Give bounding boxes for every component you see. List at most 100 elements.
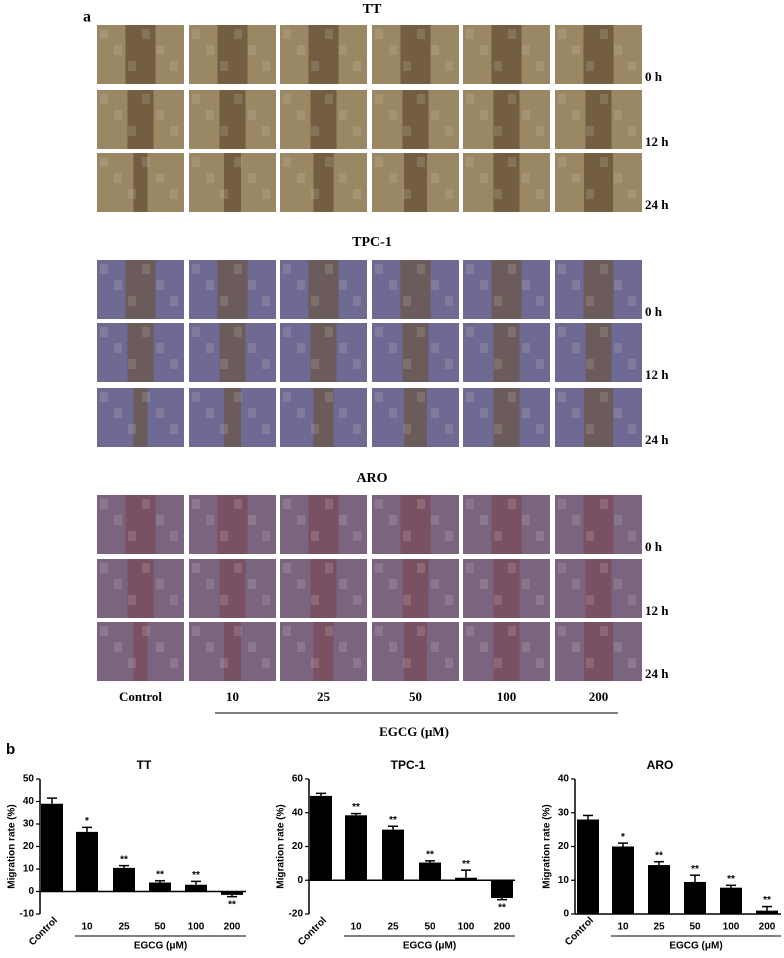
bar bbox=[185, 884, 207, 892]
cell-texture bbox=[600, 327, 608, 337]
cell-texture bbox=[614, 343, 622, 353]
time-label: 24 h bbox=[645, 432, 669, 447]
cell-texture bbox=[311, 61, 319, 71]
cell-texture bbox=[248, 642, 256, 652]
cell-texture bbox=[417, 327, 425, 337]
wound-area bbox=[585, 90, 612, 149]
cell-texture bbox=[262, 296, 270, 306]
wound-area bbox=[491, 260, 522, 319]
cell-texture bbox=[248, 280, 256, 290]
cell-texture bbox=[445, 531, 453, 541]
cell-texture bbox=[558, 264, 566, 274]
cell-texture bbox=[431, 45, 439, 55]
time-label: 0 h bbox=[645, 69, 663, 84]
cell-texture bbox=[170, 359, 178, 369]
y-tick-label: 10 bbox=[23, 864, 35, 875]
x-tick-label: 25 bbox=[387, 922, 399, 933]
cell-texture bbox=[100, 264, 108, 274]
cell-texture bbox=[156, 45, 164, 55]
wound-area bbox=[400, 495, 431, 554]
wound-area bbox=[224, 622, 241, 681]
x-tick-label: 200 bbox=[759, 922, 776, 933]
cell-texture bbox=[353, 296, 361, 306]
cell-texture bbox=[508, 29, 516, 39]
wound-area bbox=[491, 495, 522, 554]
cell-texture bbox=[508, 392, 516, 402]
cell-texture bbox=[234, 157, 242, 167]
cell-texture bbox=[628, 189, 636, 199]
cell-texture bbox=[600, 157, 608, 167]
cell-texture bbox=[353, 359, 361, 369]
wound-area bbox=[404, 622, 427, 681]
bar bbox=[345, 815, 367, 881]
significance-label: ** bbox=[426, 849, 434, 860]
cell-texture bbox=[297, 408, 305, 418]
column-label: 100 bbox=[497, 689, 517, 704]
cell-texture bbox=[417, 264, 425, 274]
cell-texture bbox=[220, 126, 228, 136]
cell-texture bbox=[297, 515, 305, 525]
cell-texture bbox=[170, 126, 178, 136]
wound-area bbox=[493, 90, 520, 149]
group-title: TT bbox=[363, 2, 382, 17]
cell-texture bbox=[234, 499, 242, 509]
cell-texture bbox=[375, 264, 383, 274]
cell-texture bbox=[156, 515, 164, 525]
x-tick-label: Control bbox=[296, 915, 329, 948]
cell-texture bbox=[417, 626, 425, 636]
cell-texture bbox=[508, 264, 516, 274]
cell-texture bbox=[248, 45, 256, 55]
cell-texture bbox=[283, 563, 291, 573]
cell-texture bbox=[220, 189, 228, 199]
wound-area bbox=[402, 323, 429, 382]
x-tick-label: 100 bbox=[723, 922, 740, 933]
cell-texture bbox=[339, 642, 347, 652]
cell-texture bbox=[586, 296, 594, 306]
wound-area bbox=[493, 323, 520, 382]
cell-texture bbox=[614, 408, 622, 418]
cell-texture bbox=[445, 296, 453, 306]
cell-texture bbox=[283, 157, 291, 167]
cell-texture bbox=[403, 126, 411, 136]
cell-texture bbox=[353, 658, 361, 668]
cell-texture bbox=[445, 595, 453, 605]
cell-texture bbox=[142, 94, 150, 104]
cell-texture bbox=[283, 29, 291, 39]
cell-texture bbox=[389, 343, 397, 353]
cell-texture bbox=[325, 392, 333, 402]
cell-texture bbox=[389, 45, 397, 55]
cell-texture bbox=[466, 327, 474, 337]
cell-texture bbox=[614, 173, 622, 183]
cell-texture bbox=[445, 424, 453, 434]
wound-area bbox=[493, 622, 520, 681]
cell-texture bbox=[325, 626, 333, 636]
cell-texture bbox=[142, 264, 150, 274]
cell-texture bbox=[572, 642, 580, 652]
cell-texture bbox=[262, 658, 270, 668]
cell-texture bbox=[586, 61, 594, 71]
cell-texture bbox=[600, 626, 608, 636]
cell-texture bbox=[220, 658, 228, 668]
cell-texture bbox=[445, 658, 453, 668]
cell-texture bbox=[192, 94, 200, 104]
cell-texture bbox=[522, 642, 530, 652]
cell-texture bbox=[572, 45, 580, 55]
wound-area bbox=[400, 260, 431, 319]
y-axis-title: Migration rate (%) bbox=[276, 804, 287, 888]
y-tick-label: 20 bbox=[558, 841, 570, 852]
cell-texture bbox=[494, 189, 502, 199]
cell-texture bbox=[375, 499, 383, 509]
cell-texture bbox=[375, 157, 383, 167]
y-tick-label: 10 bbox=[558, 875, 570, 886]
cell-texture bbox=[522, 515, 530, 525]
cell-texture bbox=[156, 173, 164, 183]
bar bbox=[113, 867, 135, 892]
significance-label: ** bbox=[389, 815, 397, 826]
cell-texture bbox=[558, 157, 566, 167]
cell-texture bbox=[536, 189, 544, 199]
wound-area bbox=[219, 90, 246, 149]
cell-texture bbox=[375, 94, 383, 104]
cell-texture bbox=[156, 343, 164, 353]
bar bbox=[648, 865, 670, 914]
cell-texture bbox=[628, 126, 636, 136]
